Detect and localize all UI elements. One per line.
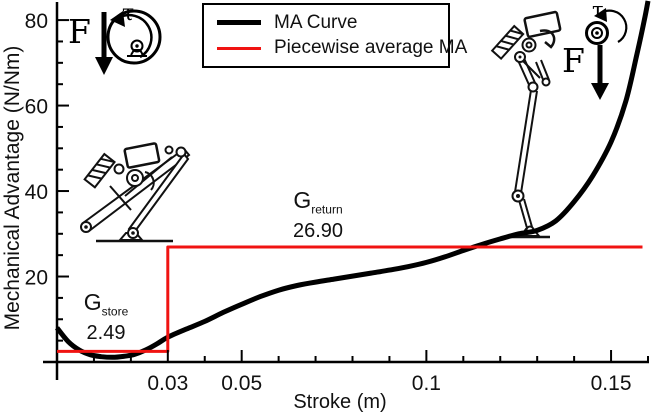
rotation-circle-icon <box>106 9 162 65</box>
robot-link <box>109 185 132 211</box>
annotation-value: 2.49 <box>86 321 126 344</box>
robot-joint <box>113 163 125 175</box>
robot-motor <box>131 174 139 182</box>
robot-motor <box>525 41 533 49</box>
torque-input-icon-left <box>95 9 162 75</box>
robot-ankle-link <box>518 199 528 229</box>
robot-joint <box>175 146 187 158</box>
pulley-icon <box>595 31 599 35</box>
annotation-symbol: Greturn <box>293 187 343 217</box>
robot-spring-actuator <box>490 24 525 61</box>
annotation-g-return: Greturn 26.90 <box>253 189 383 241</box>
robot-joint <box>541 77 551 87</box>
annotation-symbol: Gstore <box>83 289 129 319</box>
legend-item-piecewise: Piecewise average MA <box>217 37 467 59</box>
legend-label: MA Curve <box>274 11 358 33</box>
robot-thigh <box>522 55 537 86</box>
torque-input-icon-right <box>585 8 628 100</box>
robot-joint <box>84 225 88 229</box>
force-arrowhead-icon <box>591 83 609 100</box>
legend-item-ma-curve: MA Curve <box>217 12 448 34</box>
torque-arc-arrow-icon <box>600 9 628 43</box>
y-tick-label: 80 <box>25 10 48 33</box>
y-tick-label: 40 <box>25 181 48 204</box>
robot-joint <box>527 81 539 93</box>
robot-cam <box>144 171 155 191</box>
y-tick-label: 20 <box>25 267 48 290</box>
tau-label-right: τ <box>592 0 604 22</box>
x-axis-title: Stroke (m) <box>293 391 387 413</box>
robot-joint <box>518 55 522 59</box>
legend-label: Piecewise average MA <box>274 37 468 59</box>
annotation-value: 26.90 <box>292 219 344 242</box>
series-ma-curve <box>55 0 651 360</box>
robot-joint <box>164 145 174 155</box>
series-piecewise-average <box>57 245 643 353</box>
tick-labels: 0.03 0.05 0.1 0.15 20 40 60 80 <box>25 10 632 395</box>
robot-body-box <box>523 10 562 39</box>
robot-joint <box>131 231 135 235</box>
crouched-robot-illustration <box>80 142 191 243</box>
y-axis-title: Mechanical Advantage (N/Nm) <box>1 45 24 331</box>
force-label-left: F <box>68 12 91 51</box>
robot-joint <box>516 194 520 198</box>
robot-hook <box>539 29 556 49</box>
legend-line-swatch-red <box>217 46 261 50</box>
x-tick-label: 0.15 <box>591 372 632 395</box>
robot-link <box>535 61 545 83</box>
series-curves <box>55 0 651 360</box>
torque-arrowhead-icon <box>594 8 607 22</box>
standing-robot-illustration <box>490 10 562 239</box>
pulley-mount-icon <box>127 49 147 57</box>
annotation-g-store: Gstore 2.49 <box>41 291 171 343</box>
torque-arc-arrow-icon <box>117 13 153 59</box>
robot-link <box>521 59 541 79</box>
robot-spring-actuator <box>83 152 116 189</box>
y-tick-label: 60 <box>25 96 48 119</box>
torque-arrowhead-icon <box>110 11 125 27</box>
robot-link <box>124 156 173 197</box>
robot-ankle-link <box>523 198 533 228</box>
x-tick-label: 0.05 <box>221 372 262 395</box>
legend-line-swatch-black <box>217 20 261 26</box>
x-tick-label: 0.03 <box>147 372 188 395</box>
tau-label-left: τ <box>122 1 135 26</box>
legend: MA Curve Piecewise average MA <box>202 3 467 68</box>
robot-shin <box>514 89 532 193</box>
robot-shin <box>520 90 538 194</box>
x-tick-label: 0.1 <box>412 372 441 395</box>
robot-body-box <box>123 142 161 169</box>
pulley-icon <box>135 44 139 48</box>
force-label-right: F <box>562 41 585 80</box>
robot-link <box>540 59 550 81</box>
force-arrowhead-icon <box>95 57 113 75</box>
tick-marks <box>57 19 649 362</box>
